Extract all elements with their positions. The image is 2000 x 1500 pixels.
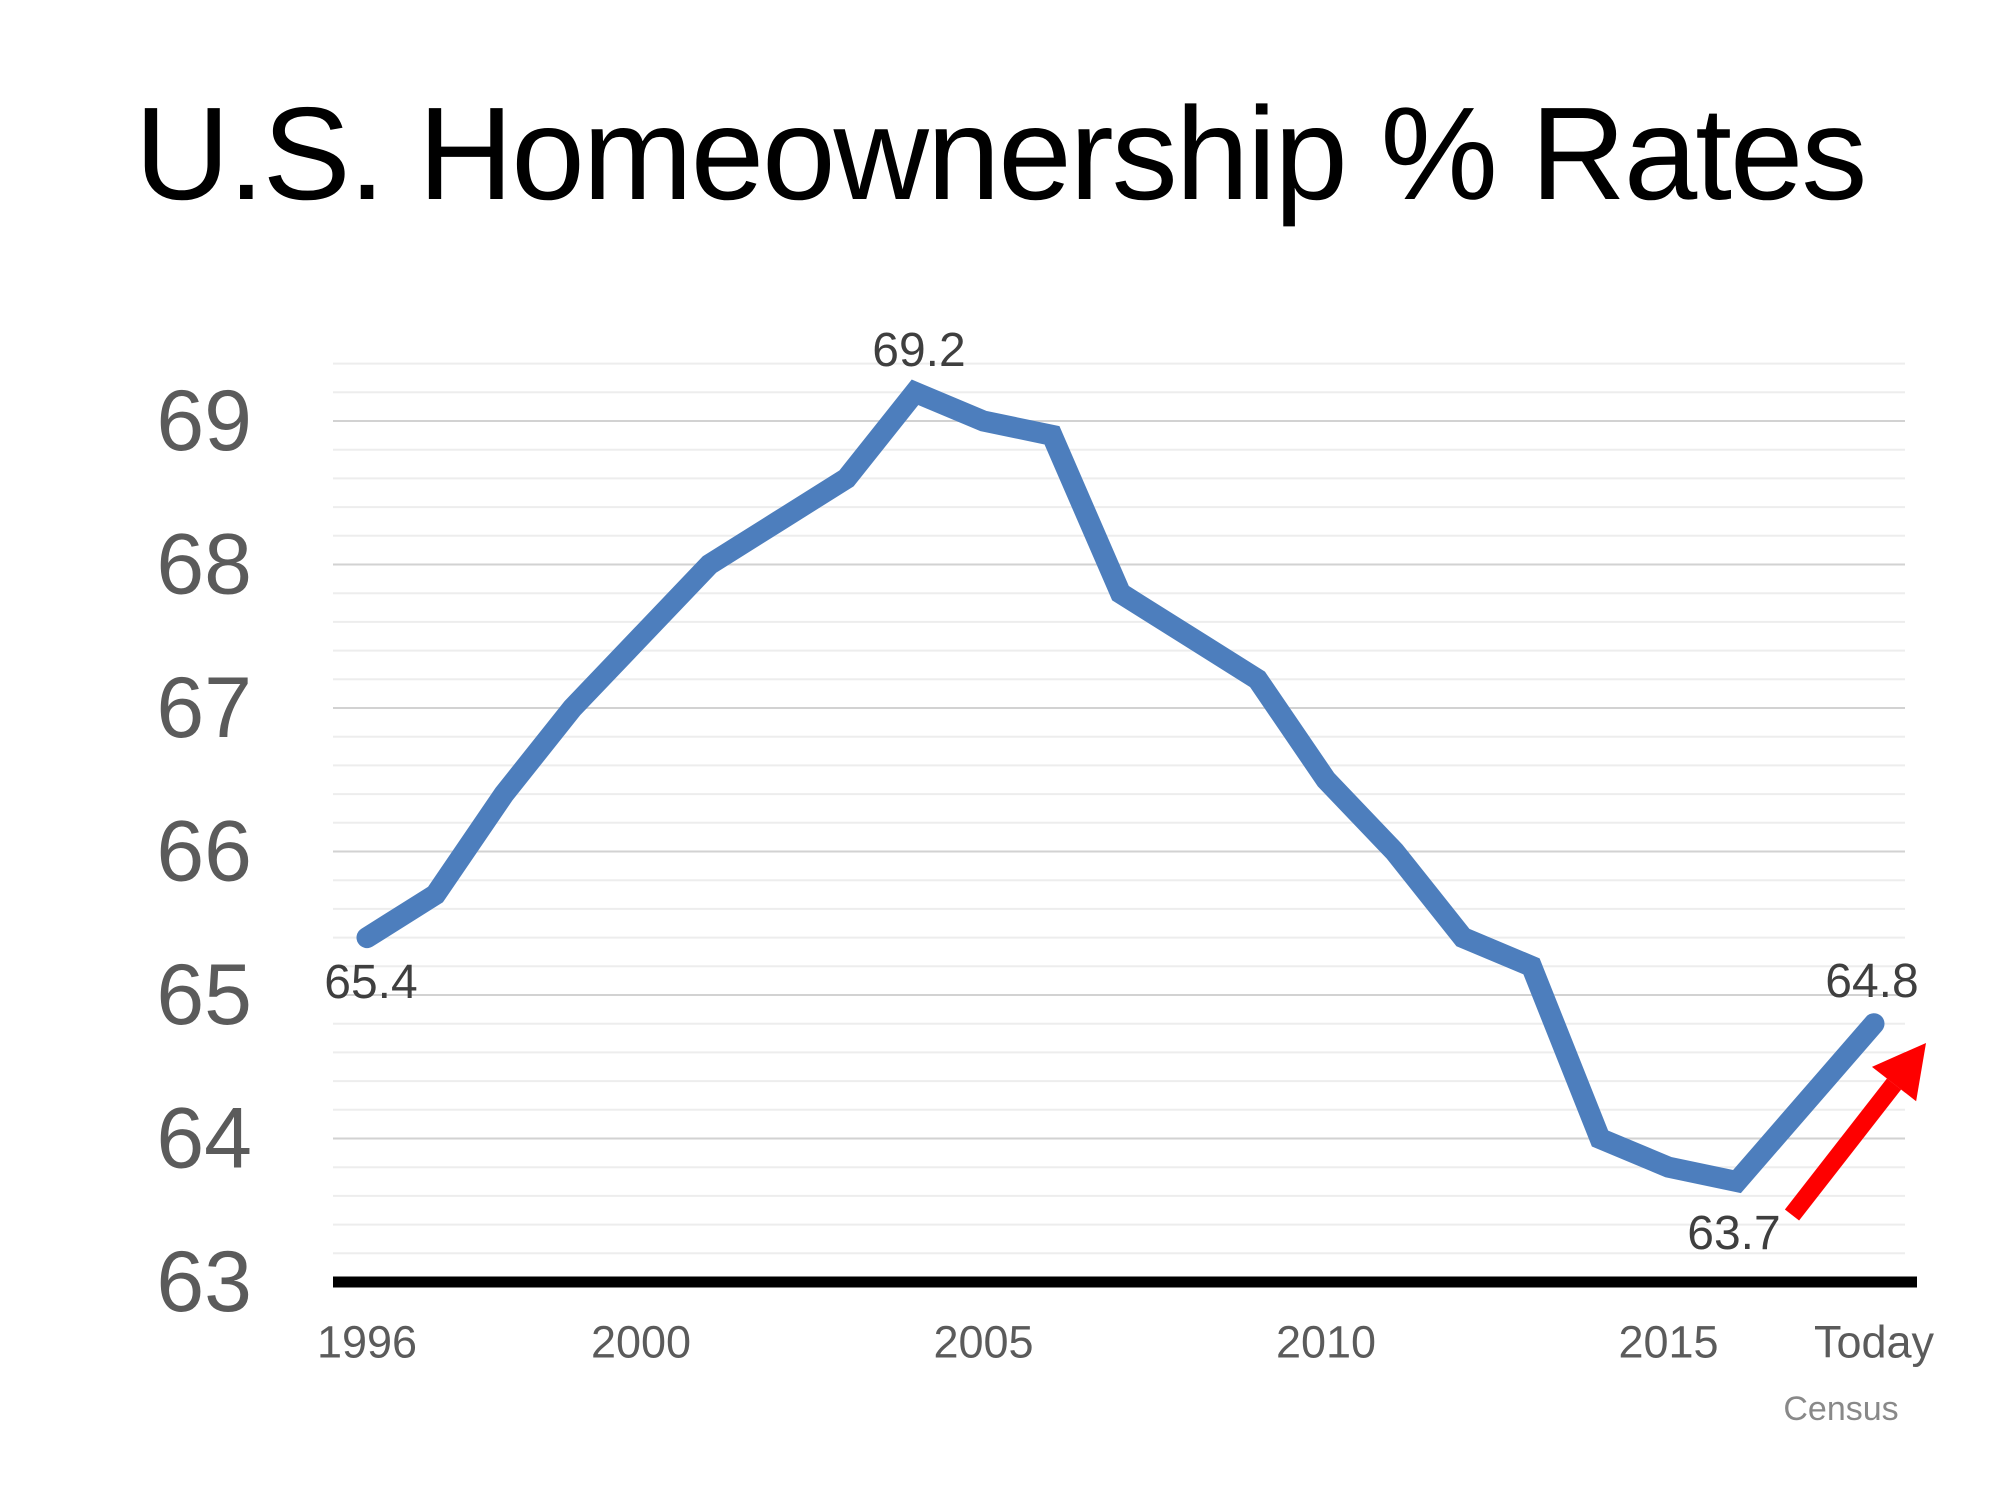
data-point-label: 64.8 — [1825, 955, 1918, 1008]
x-axis-tick-label: 2010 — [1276, 1317, 1376, 1368]
trend-up-arrow-shaft — [1784, 1078, 1902, 1221]
x-axis-tick-label: Today — [1814, 1317, 1935, 1368]
y-axis-tick-label: 68 — [156, 517, 252, 613]
homeownership-trend-line — [356, 379, 1885, 1194]
trend-up-arrow-head-icon — [1871, 1043, 1926, 1102]
y-axis-tick-label: 67 — [156, 660, 252, 756]
y-axis-tick-label: 64 — [156, 1091, 252, 1187]
y-axis-tick-label: 69 — [156, 373, 252, 469]
y-axis-tick-label: 65 — [156, 947, 252, 1043]
source-label: Census — [1783, 1390, 1899, 1428]
data-point-label: 69.2 — [872, 324, 965, 377]
x-axis-tick-label: 2005 — [933, 1317, 1033, 1368]
page-title: U.S. Homeownership % Rates — [134, 80, 1868, 227]
x-axis-tick-label: 2000 — [591, 1317, 691, 1368]
y-axis-tick-label: 63 — [156, 1234, 252, 1330]
x-axis-tick-label: 1996 — [317, 1317, 417, 1368]
data-point-label: 65.4 — [324, 956, 417, 1009]
y-axis-tick-label: 66 — [156, 804, 252, 900]
data-point-label: 63.7 — [1687, 1207, 1780, 1260]
x-axis-tick-label: 2015 — [1618, 1317, 1718, 1368]
